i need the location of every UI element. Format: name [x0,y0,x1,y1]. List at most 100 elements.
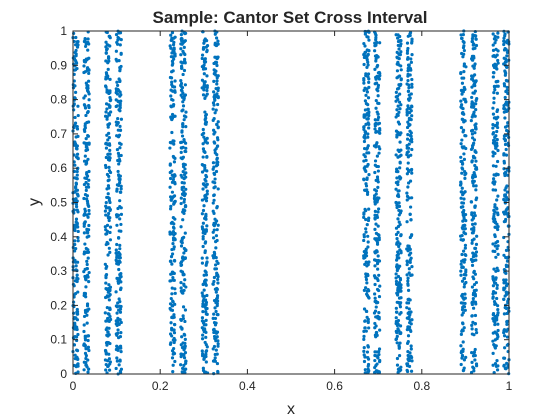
scatter-point [460,145,464,149]
scatter-point [211,167,215,171]
scatter-point [376,122,380,126]
scatter-point [201,237,205,241]
scatter-point [362,62,366,67]
scatter-point [365,65,369,70]
scatter-point [474,79,478,83]
scatter-point [183,208,187,213]
scatter-point [408,260,412,264]
scatter-point [200,291,204,295]
scatter-point [473,89,477,93]
scatter-point [118,205,122,209]
scatter-point [104,40,108,44]
scatter-point [397,296,402,300]
scatter-point [363,368,367,372]
scatter-point [84,113,88,118]
scatter-point [107,294,111,298]
scatter-point [395,69,400,73]
scatter-point [493,37,497,41]
scatter-point [495,313,500,317]
scatter-point [84,145,88,149]
scatter-point [211,161,216,165]
scatter-point [203,241,207,245]
scatter-point [362,337,366,341]
scatter-point [372,144,377,148]
scatter-point [108,314,112,319]
scatter-point [505,41,509,45]
scatter-point [83,124,87,128]
scatter-point [107,333,111,337]
scatter-point [394,180,398,185]
scatter-point [363,155,367,159]
scatter-point [170,286,174,290]
scatter-point [406,244,410,248]
scatter-point [397,346,401,350]
scatter-point [459,344,463,348]
scatter-point [86,338,90,343]
scatter-point [75,260,80,264]
scatter-point [114,332,118,336]
scatter-point [214,300,218,305]
scatter-point [492,371,496,375]
scatter-point [378,358,382,363]
scatter-point [85,197,89,201]
scatter-point [461,347,465,351]
scatter-point [462,358,467,362]
scatter-point [362,215,366,219]
scatter-point [375,370,380,374]
scatter-point [213,93,217,97]
scatter-point [395,258,399,262]
scatter-point [179,352,183,356]
scatter-point [459,99,463,103]
scatter-point [86,37,90,41]
scatter-point [397,83,401,87]
scatter-point [201,235,205,239]
scatter-point [473,62,477,66]
scatter-point [398,264,402,268]
scatter-point [493,217,497,221]
scatter-point [179,355,183,359]
scatter-point [85,262,89,267]
scatter-point [472,366,476,370]
scatter-point [496,307,500,312]
scatter-point [118,199,122,203]
scatter-point [180,241,184,245]
scatter-point [108,225,113,229]
scatter-point [410,37,414,41]
scatter-point [74,335,79,339]
scatter-point [463,243,468,247]
scatter-point [409,322,413,326]
scatter-point [214,86,218,91]
scatter-point [83,351,88,355]
scatter-point [203,110,207,114]
scatter-point [83,343,87,348]
scatter-point [205,50,209,54]
scatter-point [183,167,187,171]
scatter-point [367,38,371,42]
scatter-point [463,119,467,123]
scatter-point [461,340,465,344]
scatter-point [86,182,90,186]
scatter-point [502,106,506,111]
scatter-point [203,278,207,282]
scatter-point [203,168,207,172]
scatter-point [104,59,108,63]
scatter-point [201,155,205,159]
scatter-point [406,133,410,137]
scatter-point [491,32,495,36]
scatter-point [170,252,175,256]
x-axis-label: x [287,401,295,418]
scatter-point [474,37,478,41]
scatter-point [184,285,188,289]
y-tick-label: 0.5 [50,196,67,210]
scatter-point [85,66,90,70]
scatter-point [374,57,378,61]
scatter-point [460,307,465,312]
scatter-point [504,101,508,106]
scatter-point [201,244,205,249]
scatter-point [213,181,217,185]
scatter-point [470,95,474,100]
scatter-point [472,282,477,287]
scatter-point [474,254,478,258]
scatter-point [463,246,467,250]
scatter-point [106,253,110,257]
